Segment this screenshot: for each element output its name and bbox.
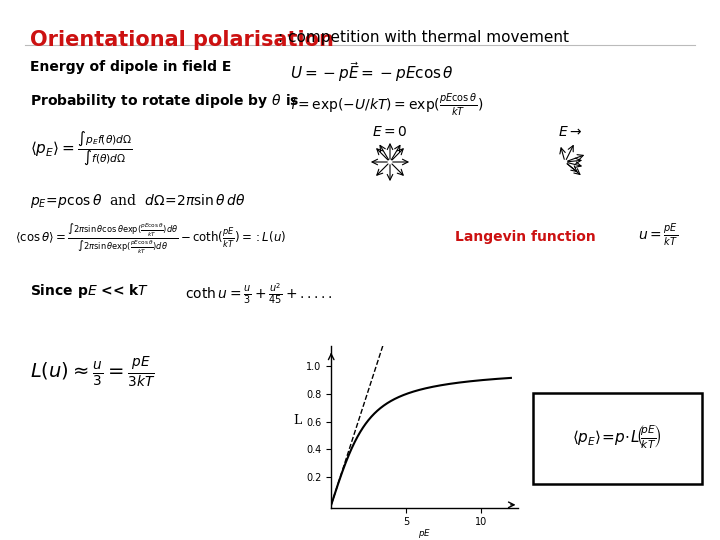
Text: Langevin function: Langevin function xyxy=(455,230,595,244)
Text: $u = \frac{pE}{kT}$: $u = \frac{pE}{kT}$ xyxy=(638,222,678,249)
Text: $\coth u = \frac{u}{3} + \frac{u^2}{45} + .....$: $\coth u = \frac{u}{3} + \frac{u^2}{45} … xyxy=(185,282,333,306)
Text: $E \rightarrow$: $E \rightarrow$ xyxy=(558,125,582,139)
Text: $\langle p_E\rangle\!=\!p\!\cdot\!L\!\left(\!\frac{pE}{kT}\!\right)$: $\langle p_E\rangle\!=\!p\!\cdot\!L\!\le… xyxy=(572,423,662,451)
Text: $f = \exp(-U/kT) = \exp(\frac{pE\cos\theta}{kT})$: $f = \exp(-U/kT) = \exp(\frac{pE\cos\the… xyxy=(290,92,483,118)
Text: $p_E\!=\!p\cos\theta$  and  $d\Omega\!=\!2\pi\sin\theta\,d\theta$: $p_E\!=\!p\cos\theta$ and $d\Omega\!=\!2… xyxy=(30,192,246,210)
Y-axis label: L: L xyxy=(294,414,302,427)
X-axis label: $\frac{pE}{kT}$: $\frac{pE}{kT}$ xyxy=(418,529,431,540)
Text: $\langle\cos\theta\rangle = \frac{\int 2\pi\sin\theta\cos\theta\exp(\frac{pE\cos: $\langle\cos\theta\rangle = \frac{\int 2… xyxy=(15,222,286,256)
Text: Orientational polarisation: Orientational polarisation xyxy=(30,30,334,50)
Text: Probability to rotate dipole by $\theta$ is: Probability to rotate dipole by $\theta$… xyxy=(30,92,300,110)
Text: $L(u) \approx \frac{u}{3} = \frac{pE}{3kT}$: $L(u) \approx \frac{u}{3} = \frac{pE}{3k… xyxy=(30,355,156,389)
Text: : competition with thermal movement: : competition with thermal movement xyxy=(278,30,569,45)
Text: Energy of dipole in field E: Energy of dipole in field E xyxy=(30,60,231,74)
Text: $E = 0$: $E = 0$ xyxy=(372,125,408,139)
FancyBboxPatch shape xyxy=(533,393,702,484)
Text: Since p$E$ << k$T$: Since p$E$ << k$T$ xyxy=(30,282,149,300)
Text: $U = -p\vec{E} = -pE\cos\theta$: $U = -p\vec{E} = -pE\cos\theta$ xyxy=(290,60,454,84)
Text: $\langle p_E \rangle = \frac{\int p_E f(\theta)d\Omega}{\int f(\theta)d\Omega}$: $\langle p_E \rangle = \frac{\int p_E f(… xyxy=(30,130,132,169)
